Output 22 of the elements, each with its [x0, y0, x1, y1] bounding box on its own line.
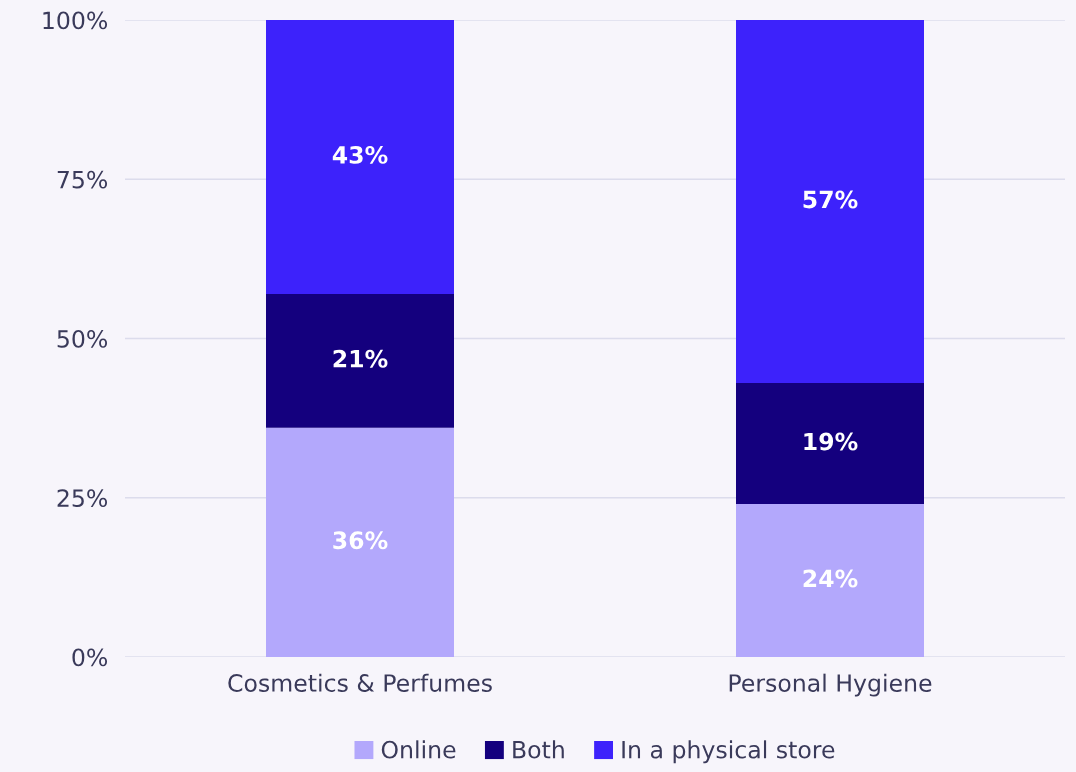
- y-tick-label: 50%: [57, 329, 108, 348]
- y-tick-label: 0%: [72, 648, 108, 667]
- bar: [266, 20, 454, 294]
- data-label: 19%: [804, 432, 858, 451]
- data-label: 43%: [332, 145, 388, 164]
- data-label: 36%: [333, 531, 388, 550]
- legend-label: In a physical store: [622, 740, 835, 764]
- bar: [736, 504, 924, 657]
- y-tick-label: 100%: [43, 11, 108, 30]
- data-label: 21%: [333, 349, 388, 368]
- bar: [266, 293, 454, 428]
- x-tick-label: Personal Hygiene: [729, 673, 932, 697]
- bar: [736, 383, 924, 505]
- y-tick-label: 75%: [57, 170, 108, 189]
- bar: [266, 427, 454, 657]
- legend-label: Both: [513, 740, 564, 759]
- legend-label: Online: [381, 740, 456, 759]
- data-label: 57%: [803, 190, 858, 209]
- bar: [736, 20, 924, 384]
- data-label: 24%: [803, 569, 858, 588]
- y-tick-label: 25%: [57, 489, 108, 508]
- x-tick-label: Cosmetics & Perfumes: [228, 673, 492, 692]
